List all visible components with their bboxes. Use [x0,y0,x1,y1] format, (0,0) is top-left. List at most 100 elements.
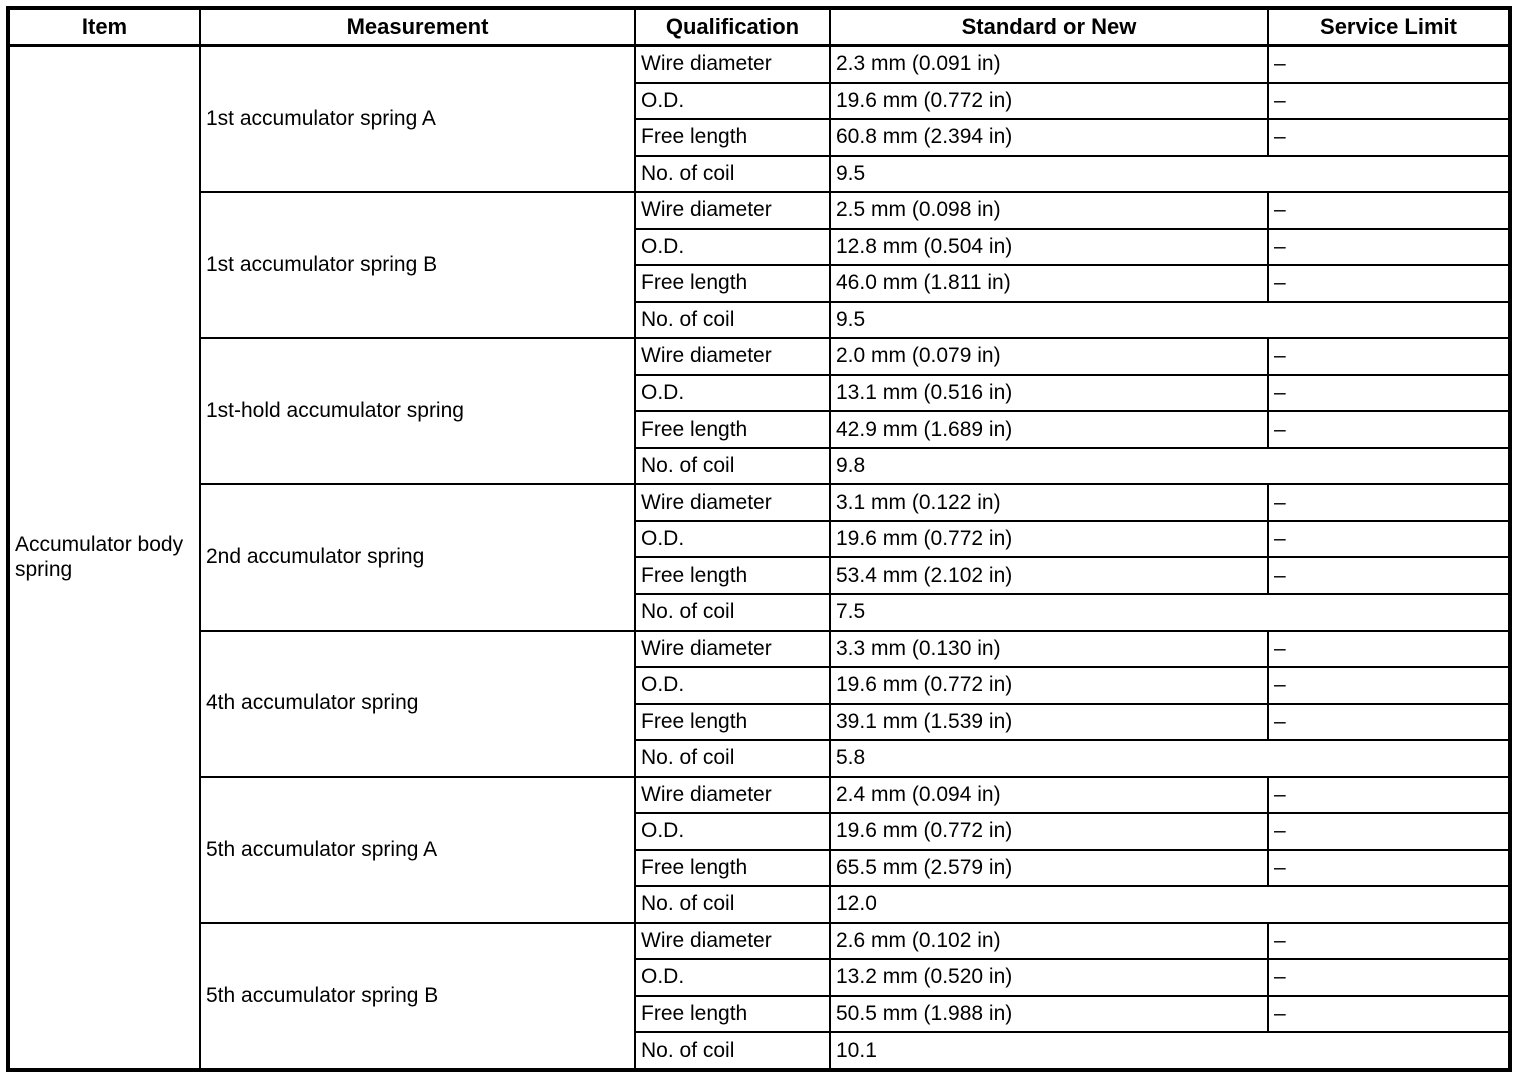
standard-cell: 53.4 mm (2.102 in) [829,556,1269,595]
spec-table-body: Accumulator body spring 1st accumulator s… [7,44,1511,1072]
service-limit-cell: – [1267,191,1511,230]
qualification-cell: No. of coil [634,154,831,194]
table-row: Accumulator body spring 1st accumulator s… [7,44,1511,1071]
standard-cell: 13.2 mm (0.520 in) [829,958,1269,997]
service-limit-cell: – [1267,118,1511,157]
table-row: No. of coil 9.8 [8,446,1511,486]
measurement-cell: 1st accumulator spring B [199,191,636,340]
standard-cell: 39.1 mm (1.539 in) [829,702,1269,742]
qualification-cell: Wire diameter [634,921,831,961]
qualification-cell: Free length [634,118,831,157]
table-row: 1st-hold accumulator spring Wire diameter… [8,337,1511,486]
column-header-qualification: Qualification [634,7,831,47]
qualification-cell: Free length [634,264,831,303]
service-limit-cell: – [1267,410,1511,449]
qualification-cell: Wire diameter [634,191,831,230]
table-row: 4th accumulator spring Wire diameter 3.3 m… [8,629,1511,778]
standard-cell: 13.1 mm (0.516 in) [829,373,1269,413]
service-limit-cell: – [1267,958,1511,997]
standard-cell: 2.5 mm (0.098 in) [829,191,1269,230]
standard-cell: 7.5 [829,592,1511,632]
qualification-cell: Free length [634,556,831,595]
standard-cell: 60.8 mm (2.394 in) [829,118,1269,157]
measurement-cell: 5th accumulator spring A [199,775,636,924]
table-row: 1st accumulator spring B Wire diameter 2.5… [8,191,1511,340]
table-row: Free length 53.4 mm (2.102 in) – [8,556,1511,595]
spec-table: Item Measurement Qualification Standard … [6,6,1512,1072]
standard-cell: 2.0 mm (0.079 in) [829,337,1269,376]
table-row: No. of coil 9.5 [8,300,1511,340]
service-limit-cell: – [1267,483,1511,522]
table-row: O.D. 19.6 mm (0.772 in) – [8,81,1511,121]
qualification-cell: O.D. [634,81,831,121]
standard-cell: 42.9 mm (1.689 in) [829,410,1269,449]
service-limit-cell: – [1267,921,1511,961]
header-row: Item Measurement Qualification Standard … [7,7,1511,47]
qualification-cell: Free length [634,994,831,1034]
table-row: 2nd accumulator spring Wire diameter 3.1 m… [8,483,1511,632]
service-limit-cell: – [1267,81,1511,121]
service-limit-cell: – [1267,519,1511,559]
qualification-cell: Wire diameter [634,775,831,815]
column-header-standard-or-new: Standard or New [829,7,1269,47]
table-row: Free length 46.0 mm (1.811 in) – [8,264,1511,303]
table-row: No. of coil 7.5 [8,592,1511,632]
qualification-cell: O.D. [634,812,831,851]
table-row: Free length 39.1 mm (1.539 in) – [8,702,1511,742]
qualification-cell: Wire diameter [634,483,831,522]
standard-cell: 9.5 [829,300,1511,340]
standard-cell: 19.6 mm (0.772 in) [829,666,1269,705]
table-row: Free length 60.8 mm (2.394 in) – [8,118,1511,157]
service-limit-cell: – [1267,702,1511,742]
qualification-cell: O.D. [634,373,831,413]
table-row: Free length 50.5 mm (1.988 in) – [8,994,1511,1034]
qualification-cell: O.D. [634,227,831,267]
service-limit-cell: – [1267,556,1511,595]
service-limit-cell: – [1267,666,1511,705]
qualification-cell: O.D. [634,519,831,559]
service-limit-cell: – [1267,775,1511,815]
table-row: O.D. 19.6 mm (0.772 in) – [8,519,1511,559]
table-row: No. of coil 5.8 [8,739,1511,778]
standard-cell: 3.1 mm (0.122 in) [829,483,1269,522]
standard-cell: 19.6 mm (0.772 in) [829,81,1269,121]
qualification-cell: No. of coil [634,885,831,924]
service-limit-cell: – [1267,848,1511,888]
qualification-cell: Free length [634,702,831,742]
table-row: O.D. 13.2 mm (0.520 in) – [8,958,1511,997]
qualification-cell: Wire diameter [634,629,831,669]
standard-cell: 9.5 [829,154,1511,194]
service-limit-cell: – [1267,44,1511,84]
table-row: No. of coil 9.5 [8,154,1511,194]
qualification-cell: No. of coil [634,300,831,340]
table-row: O.D. 19.6 mm (0.772 in) – [8,812,1511,851]
table-row: O.D. 19.6 mm (0.772 in) – [8,666,1511,705]
table-row: O.D. 13.1 mm (0.516 in) – [8,373,1511,413]
standard-cell: 2.6 mm (0.102 in) [829,921,1269,961]
table-row: No. of coil 10.1 [8,1031,1511,1071]
table-row: No. of coil 12.0 [8,885,1511,924]
measurement-cell: 1st-hold accumulator spring [199,337,636,486]
qualification-cell: No. of coil [634,739,831,778]
measurement-cell: 1st accumulator spring A [199,44,636,194]
service-limit-cell: – [1267,337,1511,376]
item-cell: Accumulator body spring [7,44,201,1071]
measurement-cell: 4th accumulator spring [199,629,636,778]
qualification-cell: Wire diameter [634,44,831,84]
service-limit-cell: – [1267,629,1511,669]
qualification-cell: No. of coil [634,1031,831,1071]
standard-cell: 12.8 mm (0.504 in) [829,227,1269,267]
standard-cell: 19.6 mm (0.772 in) [829,519,1269,559]
standard-cell: 46.0 mm (1.811 in) [829,264,1269,303]
qualification-cell: No. of coil [634,446,831,486]
table-row: 5th accumulator spring A Wire diameter 2.4… [8,775,1511,924]
qualification-cell: No. of coil [634,592,831,632]
standard-cell: 65.5 mm (2.579 in) [829,848,1269,888]
standard-cell: 3.3 mm (0.130 in) [829,629,1269,669]
column-header-service-limit: Service Limit [1267,7,1511,47]
standard-cell: 10.1 [829,1031,1511,1071]
table-row: Free length 42.9 mm (1.689 in) – [8,410,1511,449]
column-header-measurement: Measurement [199,7,636,47]
table-row: O.D. 12.8 mm (0.504 in) – [8,227,1511,267]
